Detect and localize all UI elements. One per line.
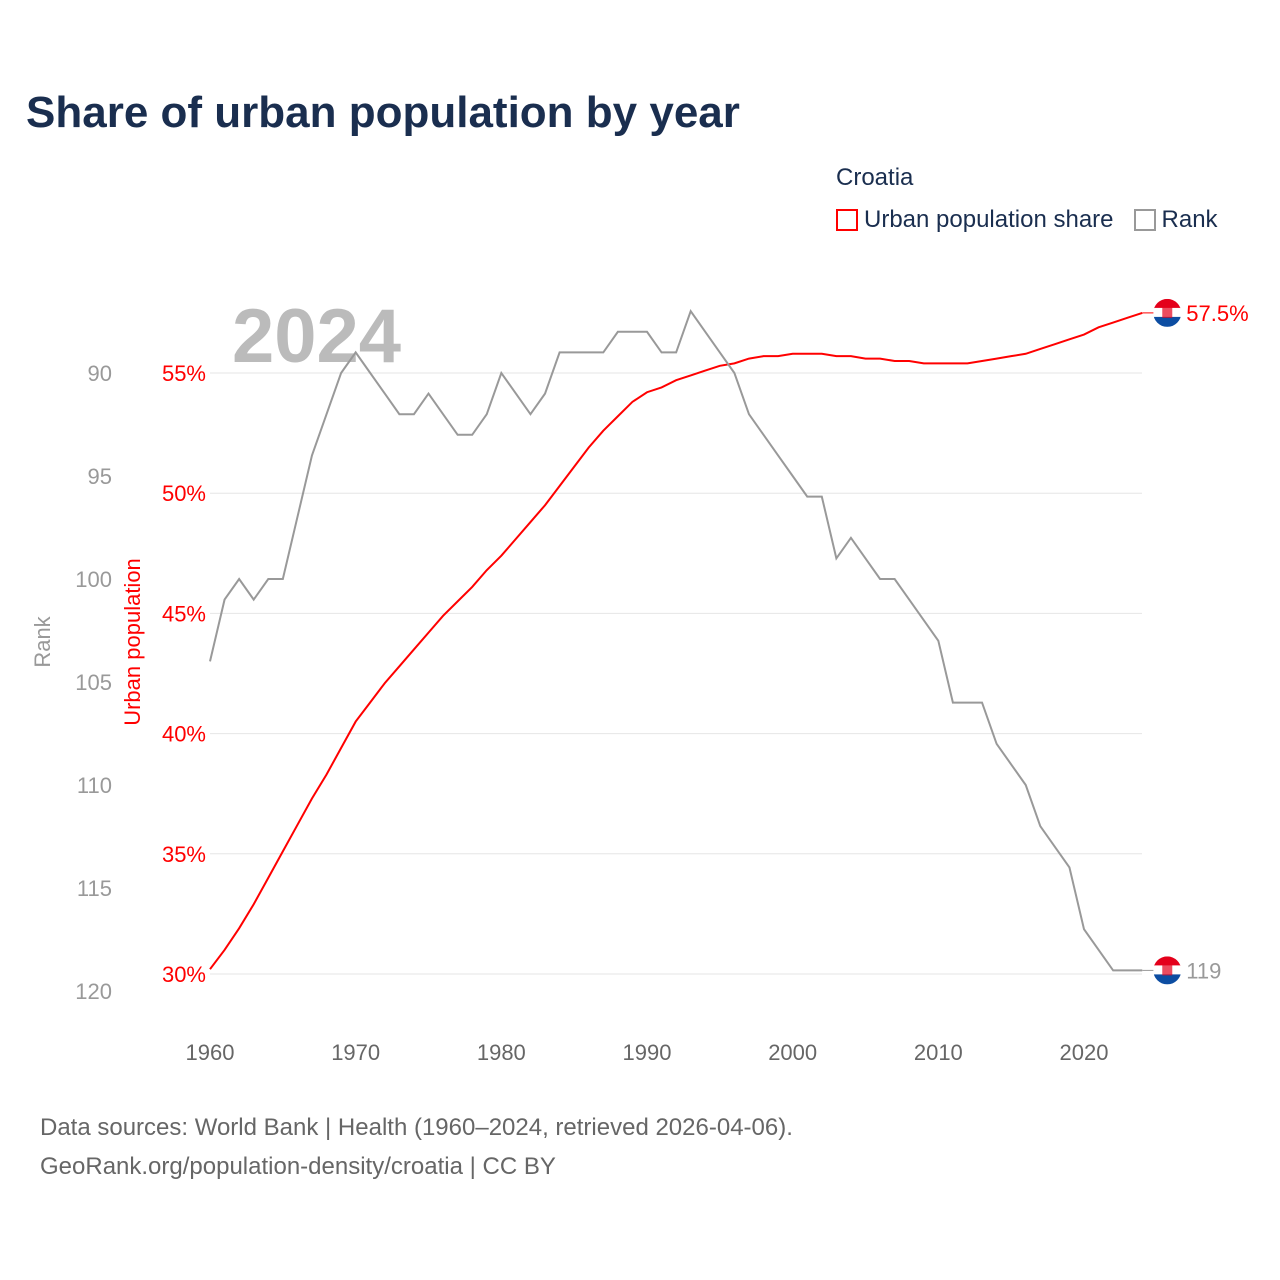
x-tick: 1960 <box>186 1040 235 1065</box>
y-tick-left: 40% <box>162 722 206 747</box>
legend-label-rank: Rank <box>1161 206 1218 233</box>
x-tick: 2020 <box>1060 1040 1109 1065</box>
y-axis-label-left: Urban population <box>120 558 145 726</box>
y-tick-rank: 120 <box>75 979 112 1004</box>
y-tick-rank: 95 <box>88 464 112 489</box>
y-tick-rank: 105 <box>75 670 112 695</box>
legend-swatch-urban <box>836 209 858 231</box>
legend-title: Croatia <box>836 164 914 191</box>
legend-item-rank[interactable]: Rank <box>1133 206 1218 234</box>
year-watermark: 2024 <box>232 294 401 379</box>
x-tick: 2010 <box>914 1040 963 1065</box>
series-line-urban <box>209 311 1143 970</box>
y-axis-label-rank: Rank <box>30 615 55 667</box>
legend: Urban population share Rank <box>836 206 1218 234</box>
y-tick-left: 55% <box>162 361 206 386</box>
chart-title: Share of urban population by year <box>26 88 740 137</box>
legend-item-urban[interactable]: Urban population share <box>836 206 1114 234</box>
y-tick-left: 45% <box>162 601 206 626</box>
source-line-1: Data sources: World Bank | Health (1960–… <box>40 1114 793 1141</box>
y-tick-rank: 115 <box>77 876 112 901</box>
source-line-2[interactable]: GeoRank.org/population-density/croatia |… <box>40 1153 556 1180</box>
croatia-flag-icon <box>1153 956 1182 985</box>
legend-label-urban: Urban population share <box>864 206 1114 233</box>
croatia-flag-icon <box>1153 298 1182 327</box>
x-tick: 1990 <box>623 1040 672 1065</box>
end-label-urban: 57.5% <box>1186 301 1248 326</box>
y-tick-rank: 110 <box>77 773 112 798</box>
y-tick-left: 35% <box>162 842 206 867</box>
x-tick: 2000 <box>768 1040 817 1065</box>
x-tick: 1980 <box>477 1040 526 1065</box>
y-tick-left: 50% <box>162 481 206 506</box>
y-tick-left: 30% <box>162 962 206 987</box>
end-label-rank: 119 <box>1186 958 1221 983</box>
series-line-rank <box>209 309 1143 972</box>
legend-swatch-rank <box>1133 209 1156 231</box>
y-tick-rank: 90 <box>88 361 112 386</box>
y-tick-rank: 100 <box>75 567 112 592</box>
x-tick: 1970 <box>331 1040 380 1065</box>
source-note: Data sources: World Bank | Health (1960–… <box>40 1108 793 1186</box>
